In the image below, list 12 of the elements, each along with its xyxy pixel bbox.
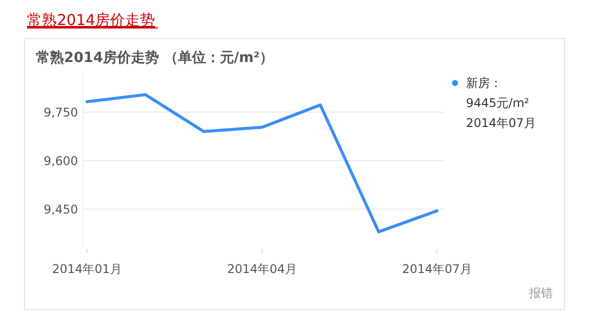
x-tick-label: 2014年07月	[402, 262, 472, 276]
text: 2014年07月	[466, 116, 536, 130]
line-series	[86, 93, 438, 234]
text: 报错	[528, 286, 553, 300]
y-tick-label: 9,600	[44, 154, 78, 168]
y-tick-label: 9,450	[44, 202, 78, 216]
legend-label: 新房：	[466, 76, 502, 90]
x-tick-label: 2014年04月	[227, 262, 297, 276]
text: 9445元/m²	[466, 96, 530, 110]
x-tick-label: 2014年01月	[52, 262, 122, 276]
y-tick-label: 9,750	[44, 105, 78, 120]
chart-subtitle: 常熟2014房价走势 （单位：元/m²）	[36, 49, 274, 66]
